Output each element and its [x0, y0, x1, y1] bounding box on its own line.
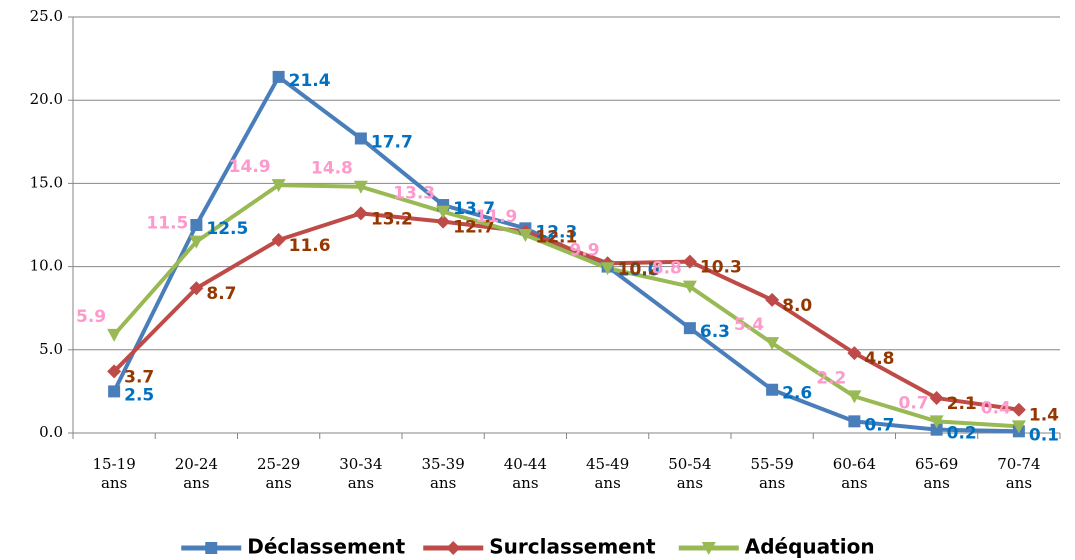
marker [107, 328, 122, 342]
data-label: 13.3 [393, 184, 435, 204]
data-label: 13.2 [371, 209, 413, 229]
data-label: 0.4 [981, 398, 1011, 418]
series-line [112, 211, 1020, 412]
marker [271, 179, 286, 193]
data-label: 2.1 [947, 394, 977, 414]
data-label: 12.1 [535, 228, 577, 248]
data-label: 11.9 [475, 207, 517, 227]
legend-label: Déclassement [247, 535, 405, 559]
data-label: 6.3 [700, 322, 730, 342]
marker [436, 214, 451, 229]
data-label: 17.7 [371, 132, 413, 152]
marker [205, 542, 218, 554]
x-tick-label: 15-19 ans [92, 455, 136, 492]
series-line [112, 74, 1019, 434]
data-label: 1.4 [1029, 406, 1059, 426]
data-label: 12.3 [535, 222, 577, 242]
marker [272, 70, 285, 83]
marker [847, 346, 862, 361]
marker [682, 280, 697, 294]
data-label: 0.7 [899, 393, 929, 413]
data-label: 10.0 [618, 261, 660, 281]
data-label: 0.7 [864, 415, 894, 435]
data-label: 14.9 [229, 157, 271, 177]
marker [1011, 402, 1026, 417]
y-tick-label: 20.0 [30, 90, 63, 108]
marker [354, 132, 367, 145]
data-label: 2.5 [124, 385, 154, 405]
data-label: 10.2 [618, 259, 660, 279]
marker [682, 254, 697, 269]
data-label: 14.8 [311, 159, 353, 179]
y-tick-label: 15.0 [30, 173, 63, 191]
marker [765, 337, 780, 351]
data-label: 8.8 [652, 259, 682, 279]
marker [929, 391, 944, 406]
data-label: 4.8 [864, 349, 894, 369]
marker [189, 281, 204, 296]
data-label: 11.5 [146, 214, 188, 234]
marker [271, 232, 286, 247]
marker [1011, 420, 1026, 434]
marker [353, 206, 368, 221]
x-tick-label: 60-64 ans [832, 455, 876, 492]
marker [353, 180, 368, 194]
data-label: 21.4 [289, 71, 331, 91]
x-tick-label: 45-49 ans [586, 455, 630, 492]
marker [847, 390, 862, 404]
x-tick-label: 30-34 ans [339, 455, 383, 492]
x-tick-label: 20-24 ans [174, 455, 218, 492]
data-label: 13.7 [453, 199, 495, 219]
y-tick-label: 25.0 [30, 7, 63, 25]
data-label: 2.6 [782, 384, 812, 404]
data-label: 12.5 [206, 219, 248, 239]
data-label: 5.4 [734, 315, 764, 335]
data-label: 2.2 [816, 368, 846, 388]
data-label: 8.0 [782, 296, 812, 316]
data-label: 0.1 [1029, 425, 1059, 445]
y-tick-label: 5.0 [39, 340, 63, 358]
x-tick-label: 35-39 ans [421, 455, 465, 492]
data-label: 11.6 [289, 236, 331, 256]
marker [436, 205, 451, 219]
x-tick-label: 25-29 ans [257, 455, 301, 492]
x-tick-label: 65-69 ans [915, 455, 959, 492]
data-label: 0.2 [947, 424, 977, 444]
marker [848, 415, 861, 428]
legend-label: Surclassement [489, 535, 656, 559]
data-label: 5.9 [76, 307, 106, 327]
data-label: 9.9 [570, 240, 600, 260]
marker [766, 383, 779, 396]
marker [446, 541, 461, 555]
legend-label: Adéquation [745, 535, 875, 559]
marker [190, 219, 203, 231]
data-label: 3.7 [124, 367, 154, 387]
x-tick-label: 40-44 ans [503, 455, 547, 492]
marker [765, 292, 780, 307]
marker [518, 228, 533, 242]
x-tick-label: 50-54 ans [668, 455, 712, 492]
series-line [112, 183, 1019, 429]
marker [107, 364, 122, 379]
marker [683, 322, 696, 335]
marker [929, 415, 944, 429]
y-tick-label: 10.0 [30, 257, 63, 275]
marker [600, 262, 615, 276]
x-tick-label: 70-74 ans [997, 455, 1041, 492]
data-label: 12.7 [453, 218, 495, 238]
marker [189, 235, 204, 249]
legend: Déclassement Surclassement Adéquation [181, 535, 875, 559]
marker [930, 423, 943, 436]
x-tick-label: 55-59 ans [750, 455, 794, 492]
data-label: 8.7 [206, 284, 236, 304]
data-label: 10.3 [700, 258, 742, 278]
marker [701, 542, 716, 555]
y-tick-label: 0.0 [39, 423, 63, 441]
marker [108, 385, 121, 398]
